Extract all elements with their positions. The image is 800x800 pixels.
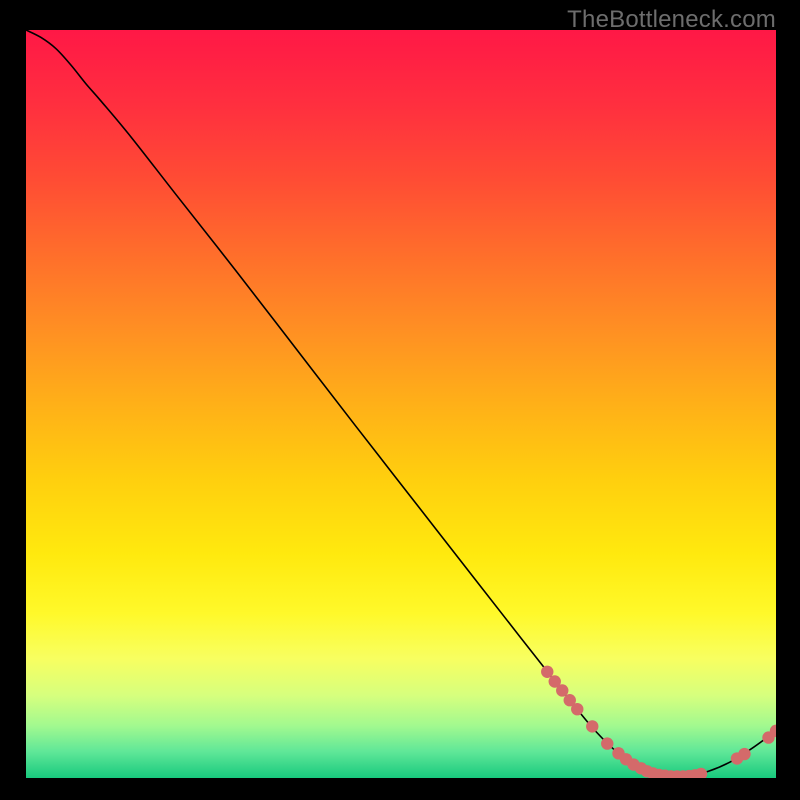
curve-marker bbox=[586, 720, 598, 732]
bottleneck-chart bbox=[26, 30, 776, 778]
curve-marker bbox=[738, 748, 750, 760]
curve-marker bbox=[556, 684, 568, 696]
curve-marker bbox=[541, 666, 553, 678]
curve-marker bbox=[571, 703, 583, 715]
watermark-text: TheBottleneck.com bbox=[567, 6, 776, 34]
curve-marker bbox=[601, 737, 613, 749]
chart-stage: TheBottleneck.com bbox=[0, 0, 800, 800]
gradient-background bbox=[26, 30, 776, 778]
